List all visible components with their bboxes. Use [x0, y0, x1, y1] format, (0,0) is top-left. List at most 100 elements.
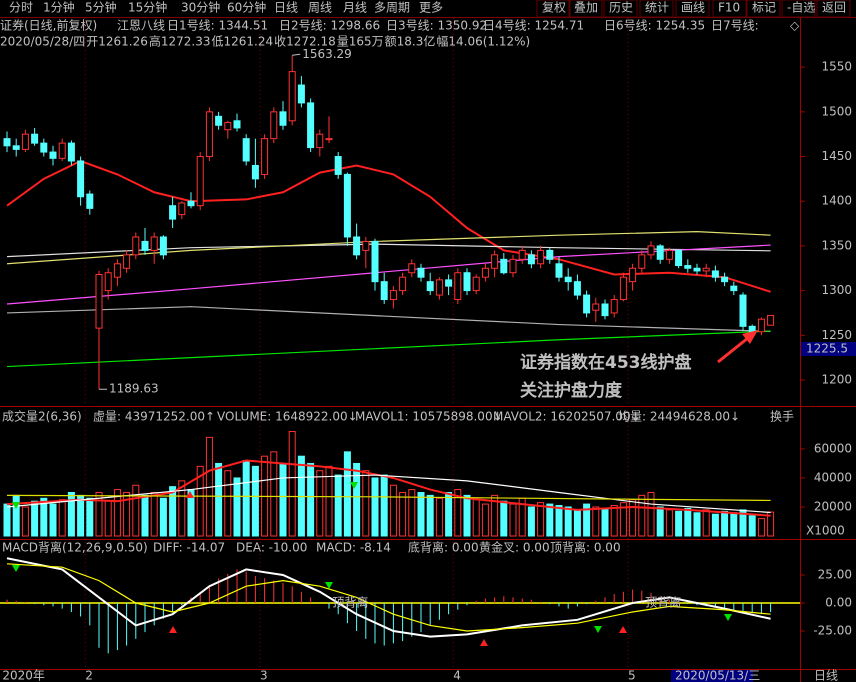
candle-body: [187, 200, 195, 207]
cursor-date: 2020/05/13/三: [675, 669, 760, 682]
legend-item: 日4号线: 1254.71: [483, 19, 584, 33]
indicator-header: MAVOL2: 16202507.00↓: [493, 410, 641, 424]
toolbar-button[interactable]: 叠加: [574, 1, 598, 15]
toolbar-button[interactable]: 复权: [542, 1, 566, 15]
volume-bar: [86, 497, 94, 537]
toolbar-button[interactable]: 返回: [822, 1, 846, 15]
toolbar-button[interactable]: 15分钟: [128, 0, 167, 15]
volume-bar: [500, 500, 508, 537]
indicator-line: [6, 159, 771, 293]
info-item: 幅14.06(1.12%): [436, 34, 530, 49]
candle-body: [159, 236, 167, 256]
button-frame: [568, 0, 603, 18]
candle-body: [472, 276, 480, 292]
info-item: 额18.3亿: [385, 34, 436, 49]
candle-body: [196, 156, 204, 207]
candle-body: [123, 254, 131, 269]
signal-arrow: [12, 502, 20, 509]
indicator-line: [6, 474, 771, 514]
candle-body: [325, 138, 333, 141]
candle-body: [592, 303, 600, 311]
info-item: 低1261.24: [211, 35, 273, 49]
candle-body: [242, 138, 250, 162]
button-frame: [781, 0, 816, 18]
volume-bar: [3, 503, 11, 537]
candle-body: [31, 133, 39, 144]
volume-bar: [334, 474, 342, 537]
candle-body: [288, 71, 296, 122]
toolbar-button[interactable]: 日线: [274, 1, 298, 15]
volume-bar: [472, 499, 480, 537]
button-frame: [712, 0, 747, 18]
candle-body: [316, 133, 324, 149]
candle-body: [49, 151, 57, 159]
candle-body: [334, 156, 342, 175]
legend-item: 日2号线: 1298.66: [279, 19, 380, 33]
volume-bar: [711, 513, 719, 537]
volume-bar: [481, 503, 489, 537]
indicator-header: DEA: -10.00: [236, 541, 307, 555]
toolbar-button[interactable]: 多周期: [374, 1, 410, 15]
toolbar-button[interactable]: 更多: [419, 1, 443, 15]
toolbar-button[interactable]: 1分钟: [43, 0, 75, 15]
toolbar-button[interactable]: F10: [718, 1, 740, 15]
toolbar-button[interactable]: 30分钟: [181, 0, 220, 15]
toolbar-button[interactable]: 画线: [681, 1, 705, 15]
volume-bar: [178, 480, 186, 537]
toolbar-button[interactable]: 60分钟: [227, 0, 266, 15]
candle-body: [693, 267, 701, 272]
volume-bar: [583, 503, 591, 537]
candle-body: [307, 102, 315, 149]
candle-body: [435, 279, 443, 296]
candle-body: [757, 318, 765, 333]
volume-bar: [242, 460, 250, 537]
period-label: 日线: [814, 669, 838, 682]
volume-bar: [58, 499, 66, 537]
annotation-arrow: [717, 336, 749, 364]
candle-body: [141, 240, 149, 251]
candle-body: [86, 193, 94, 209]
indicator-header: DIFF: -14.07: [153, 541, 225, 555]
y-tick-label: 40000: [814, 470, 852, 484]
candle-body: [711, 270, 719, 278]
candle-body: [279, 111, 287, 126]
candle-body: [537, 249, 545, 265]
toolbar-button[interactable]: 月线: [343, 1, 367, 15]
button-frame: [603, 0, 638, 18]
signal-arrow: [724, 614, 732, 621]
candle-body: [730, 285, 738, 292]
toolbar-button[interactable]: 分时: [9, 1, 33, 15]
volume-bar: [288, 431, 296, 537]
volume-bar: [380, 474, 388, 537]
toolbar-button[interactable]: 5分钟: [85, 0, 117, 15]
toolbar-button[interactable]: 标记: [752, 1, 776, 15]
volume-bar: [251, 465, 259, 537]
volume-bar: [224, 470, 232, 537]
volume-bar: [215, 462, 223, 537]
cursor-price-box: [801, 342, 856, 356]
candle-body: [380, 281, 388, 301]
volume-bar: [684, 507, 692, 537]
legend-toggle[interactable]: ◇: [790, 19, 800, 33]
volume-bar: [629, 499, 637, 537]
candle-body: [739, 294, 747, 327]
button-frame: [536, 0, 571, 18]
toolbar-button[interactable]: 统计: [645, 1, 669, 15]
signal-arrow: [169, 626, 177, 633]
candle-body: [629, 267, 637, 283]
candle-body: [454, 272, 462, 301]
toolbar-button[interactable]: -自选: [787, 1, 815, 15]
toolbar-button[interactable]: 历史: [609, 1, 633, 15]
candle-body: [178, 202, 186, 216]
candle-body: [251, 164, 259, 180]
volume-bar: [573, 509, 581, 537]
legend-item: 日1号线: 1344.51: [167, 19, 268, 33]
indicator-header: 黄金叉: 0.00: [479, 540, 550, 555]
volume-bar: [270, 451, 278, 537]
button-frame: [639, 0, 674, 18]
info-item: 收1272.18: [274, 35, 336, 49]
volume-bar: [417, 491, 425, 537]
candle-body: [58, 142, 66, 159]
annotation: 证券指数在453线护盘: [520, 352, 692, 373]
toolbar-button[interactable]: 周线: [308, 1, 332, 15]
